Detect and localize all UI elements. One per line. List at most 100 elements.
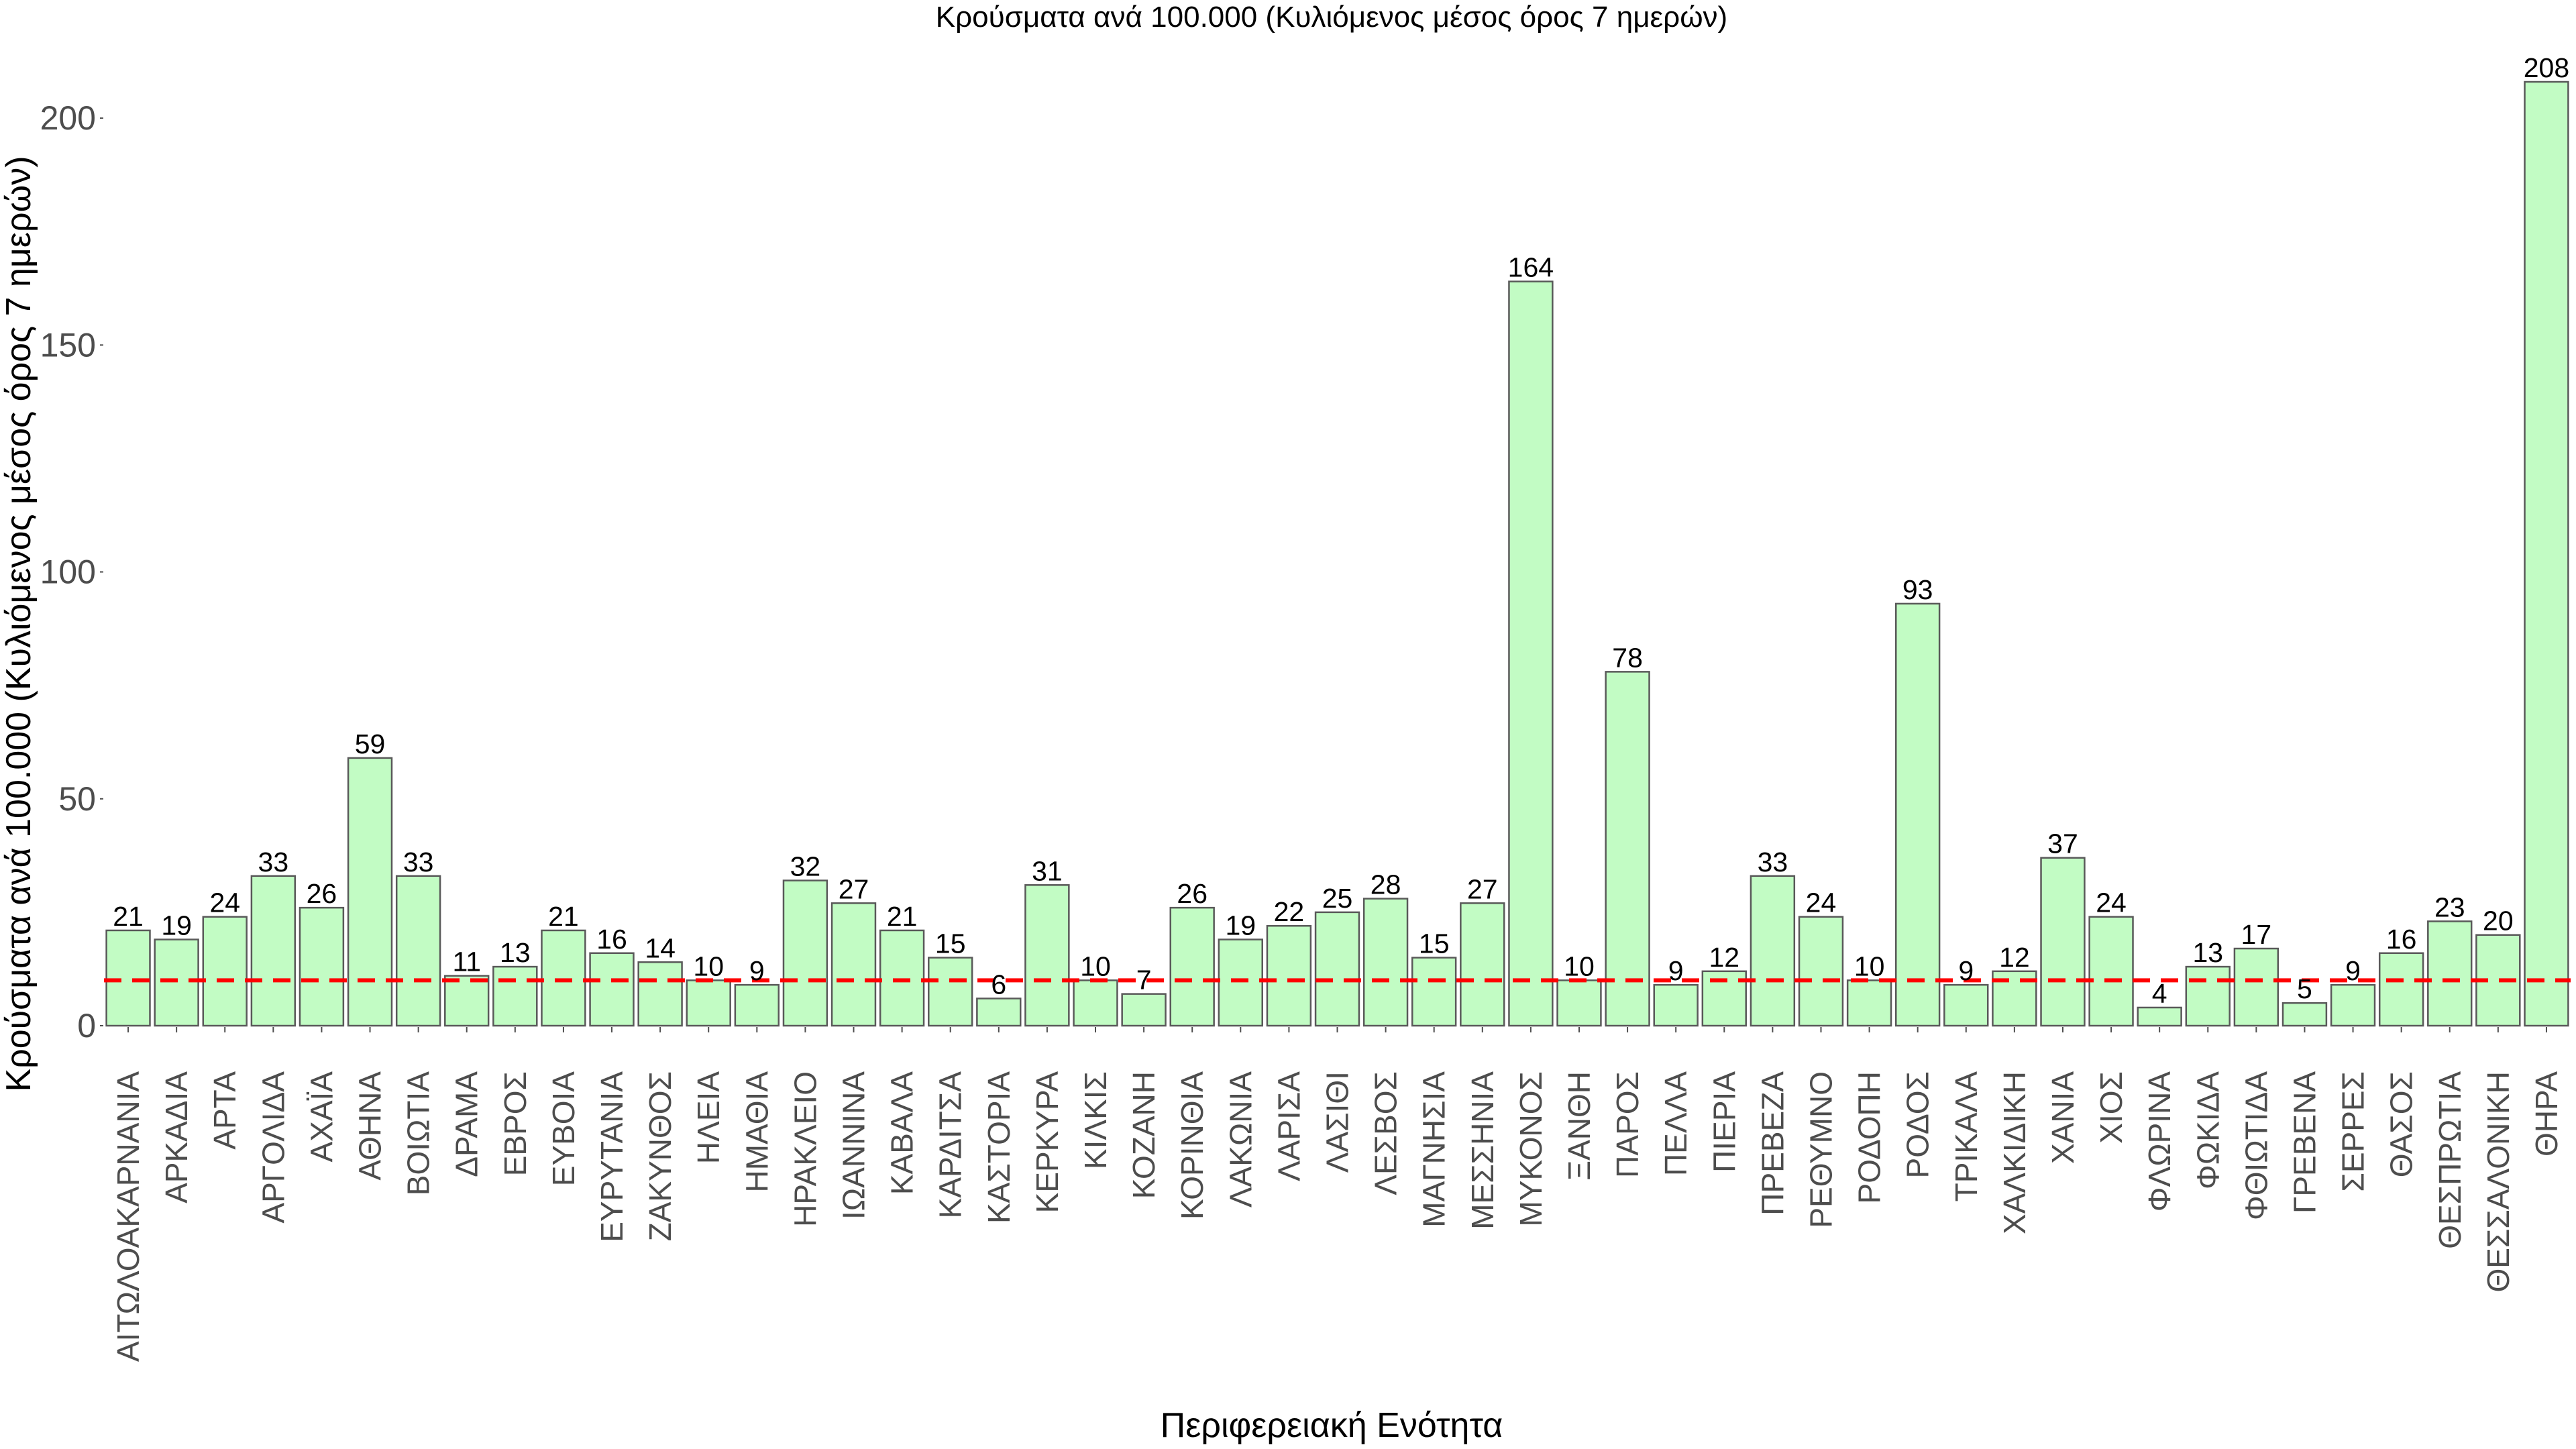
x-tick-label: ΡΟΔΟΠΗ [1852, 1071, 1887, 1203]
y-tick-label: 100 [40, 553, 96, 591]
bar [686, 979, 731, 1027]
bar [541, 929, 586, 1027]
x-axis-title: Περιφερειακή Ενότητα [1161, 1406, 1503, 1445]
data-label: 19 [1225, 910, 1256, 941]
x-tick-label: ΚΕΡΚΥΡΑ [1030, 1071, 1065, 1214]
x-tick-label: ΙΩΑΝΝΙΝΑ [837, 1071, 871, 1220]
y-axis: 0 50 100 150 200 [40, 99, 103, 1044]
data-label: 10 [1080, 951, 1111, 981]
data-label: 9 [1958, 955, 1974, 986]
bar [2330, 983, 2376, 1027]
bar [2282, 1002, 2328, 1027]
data-label: 24 [1806, 888, 1837, 918]
x-tick-label: ΚΑΡΔΙΤΣΑ [933, 1071, 968, 1219]
bar [928, 957, 973, 1027]
bar [492, 965, 538, 1027]
x-tick-label: ΘΕΣΠΡΩΤΙΑ [2432, 1071, 2467, 1249]
data-label: 16 [596, 924, 627, 955]
data-label: 12 [1709, 942, 1739, 973]
data-label: 10 [1854, 951, 1885, 981]
bar [1024, 884, 1070, 1027]
data-label: 59 [355, 729, 386, 759]
data-label: 10 [1564, 951, 1595, 981]
bar [782, 879, 828, 1027]
data-label: 20 [2483, 906, 2514, 936]
data-label: 31 [1032, 855, 1063, 886]
x-tick-label: ΛΑΚΩΝΙΑ [1223, 1071, 1258, 1208]
bar [589, 952, 635, 1027]
bar [2088, 916, 2134, 1027]
data-label: 12 [1999, 942, 2030, 973]
bar [976, 998, 1022, 1027]
x-tick-label: ΠΡΕΒΕΖΑ [1755, 1071, 1790, 1216]
x-tick-label: ΑΡΤΑ [207, 1071, 242, 1150]
x-tick-label: ΤΡΙΚΑΛΑ [1949, 1071, 1984, 1202]
data-label: 26 [307, 878, 337, 909]
x-tick-label: ΘΑΣΟΣ [2384, 1071, 2419, 1177]
x-tick-label: ΞΑΝΘΗ [1562, 1071, 1597, 1181]
bar [1460, 902, 1505, 1027]
data-label: 27 [839, 873, 869, 904]
data-label: 93 [1902, 574, 1933, 605]
data-label: 4 [2152, 978, 2167, 1009]
bar [1218, 938, 1263, 1027]
x-tick-label: ΕΒΡΟΣ [498, 1071, 533, 1176]
bar [444, 975, 490, 1027]
bar [879, 929, 925, 1027]
bar [2185, 965, 2231, 1027]
x-tick-label: ΘΗΡΑ [2529, 1071, 2564, 1157]
data-label: 78 [1612, 642, 1643, 673]
x-tick-label: ΛΑΣΙΘΙ [1320, 1071, 1355, 1173]
y-tick-label: 0 [77, 1007, 96, 1044]
data-label: 23 [2434, 892, 2465, 922]
x-tick-label: ΗΛΕΙΑ [691, 1071, 726, 1164]
x-tick-label: ΦΛΩΡΙΝΑ [2142, 1071, 2177, 1212]
x-tick-label: ΚΑΒΑΛΑ [885, 1071, 920, 1195]
data-label: 164 [1508, 252, 1554, 283]
bar [154, 938, 199, 1027]
x-tick-label: ΛΕΣΒΟΣ [1368, 1071, 1403, 1195]
x-tick-label: ΜΕΣΣΗΝΙΑ [1465, 1071, 1500, 1230]
bar [2524, 80, 2569, 1027]
data-label: 15 [935, 928, 966, 959]
x-tick-label: ΛΑΡΙΣΑ [1271, 1071, 1306, 1181]
bar [395, 875, 441, 1027]
bar [105, 929, 151, 1027]
x-tick-label: ΠΕΛΛΑ [1658, 1071, 1693, 1176]
chart-title: Κρούσματα ανά 100.000 (Κυλιόμενος μέσος … [936, 1, 1727, 34]
x-tick-label: ΚΟΖΑΝΗ [1126, 1071, 1161, 1199]
x-tick-label: ΡΟΔΟΣ [1900, 1071, 1935, 1178]
bar [2040, 857, 2086, 1027]
bar [1362, 898, 1409, 1027]
y-tick-label: 200 [40, 99, 96, 137]
y-axis-title: Κρούσματα ανά 100.000 (Κυλιόμενος μέσος … [0, 156, 38, 1091]
bar [1653, 983, 1699, 1027]
x-tick-label: ΕΥΒΟΙΑ [546, 1071, 581, 1187]
x-tick-label: ΑΡΚΑΔΙΑ [159, 1071, 194, 1203]
y-tick-label: 50 [58, 780, 96, 818]
x-tick-label: ΘΕΣΣΑΛΟΝΙΚΗ [2481, 1071, 2516, 1292]
bar [1266, 924, 1312, 1027]
x-tick-label: ΜΑΓΝΗΣΙΑ [1417, 1071, 1452, 1228]
data-label: 33 [258, 847, 289, 877]
bar [1508, 280, 1554, 1027]
bar [1894, 602, 1941, 1027]
bar [734, 983, 780, 1027]
bar [1314, 911, 1360, 1027]
x-tick-label: ΗΜΑΘΙΑ [739, 1071, 774, 1193]
data-label: 17 [2241, 919, 2272, 950]
data-label: 7 [1136, 965, 1152, 996]
x-tick-label: ΖΑΚΥΝΘΟΣ [643, 1071, 678, 1241]
x-tick-label: ΔΡΑΜΑ [449, 1071, 484, 1177]
bar [1846, 979, 1892, 1027]
data-label: 33 [1758, 847, 1788, 877]
bar [347, 757, 393, 1027]
data-label: 24 [2096, 888, 2127, 918]
data-label: 10 [693, 951, 724, 981]
bar [250, 875, 297, 1027]
bar [1943, 983, 1989, 1027]
data-label: 9 [749, 955, 765, 986]
data-label: 22 [1274, 896, 1305, 927]
x-tick-label: ΣΕΡΡΕΣ [2336, 1071, 2371, 1192]
